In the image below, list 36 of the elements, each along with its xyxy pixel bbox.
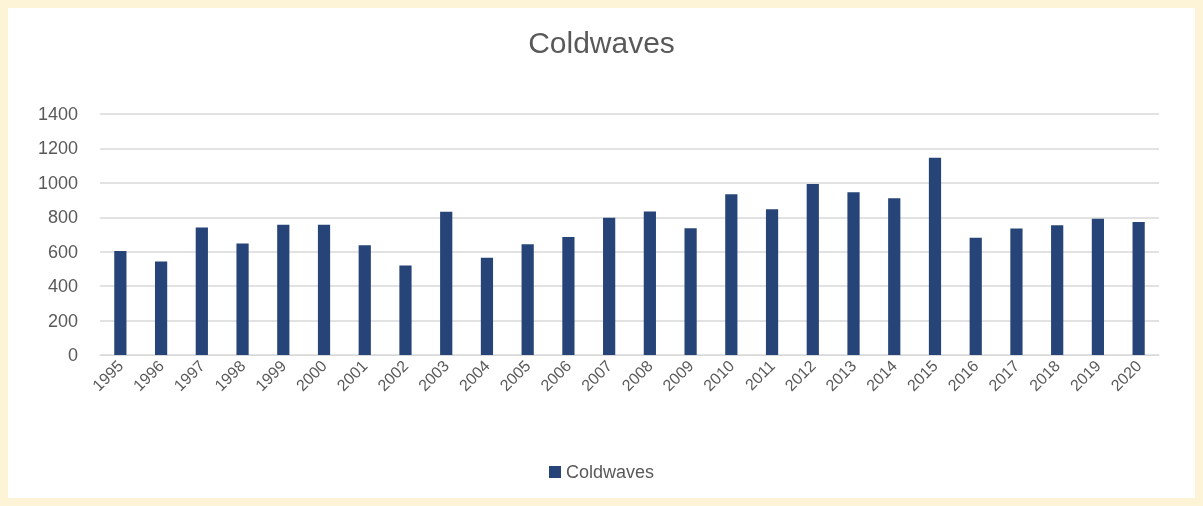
y-tick-label: 800: [47, 207, 78, 228]
bar: [195, 227, 208, 355]
bar: [643, 211, 656, 355]
bar: [480, 257, 494, 355]
bar: [847, 192, 860, 355]
y-tick-label: 1200: [37, 138, 78, 159]
bar: [562, 236, 575, 355]
bar: [399, 265, 412, 355]
bar: [317, 224, 331, 355]
bar: [888, 198, 901, 355]
bar: [928, 157, 942, 355]
y-tick-label: 0: [67, 345, 78, 365]
bar: [1010, 228, 1023, 355]
bar: [603, 217, 616, 355]
bar: [1132, 221, 1145, 355]
y-tick-label: 1400: [37, 104, 78, 124]
bar: [765, 209, 779, 355]
y-tick-label: 600: [47, 241, 78, 262]
bar: [1051, 225, 1064, 355]
bar: [1091, 218, 1105, 355]
bar: [806, 184, 819, 355]
bar: [969, 237, 982, 355]
chart-title: Coldwaves: [528, 25, 675, 59]
bar: [114, 251, 127, 355]
y-tick-label: 400: [47, 276, 78, 297]
y-tick-label: 1000: [37, 172, 78, 193]
y-tick-label: 200: [47, 310, 78, 331]
bar: [277, 224, 290, 355]
bar: [725, 194, 738, 355]
bar: [440, 211, 453, 355]
bar: [154, 261, 168, 355]
legend-label: Coldwaves: [565, 462, 655, 482]
bar: [236, 243, 249, 355]
bar: [684, 228, 697, 355]
bar: [358, 245, 371, 355]
bar: [521, 244, 534, 355]
